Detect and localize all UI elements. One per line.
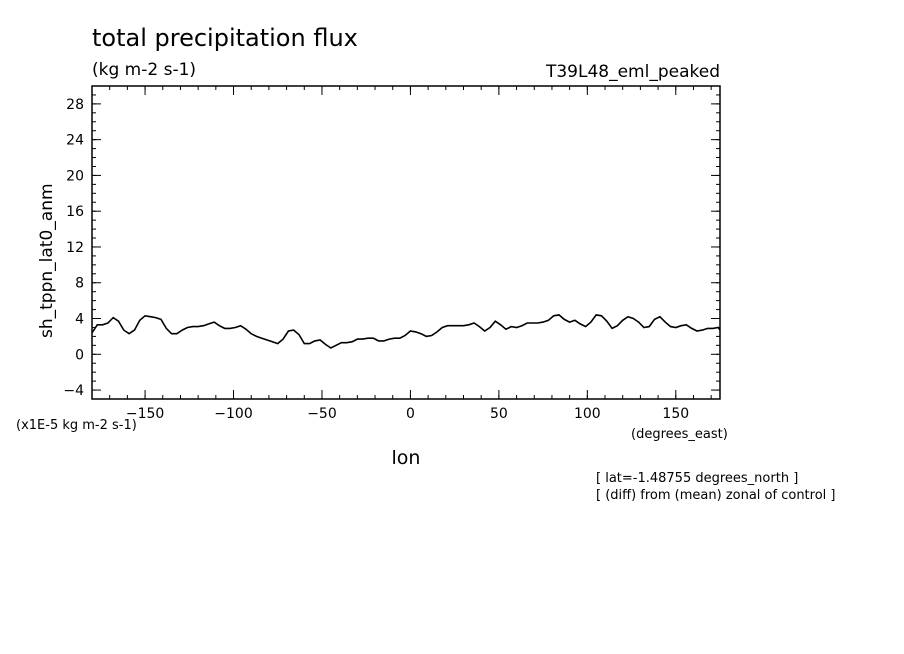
note-diff: [ (diff) from (mean) zonal of control ] [596, 488, 835, 503]
y-tick-labels: −4 0 4 8 12 16 20 24 28 [63, 97, 84, 399]
y-scale-label: (x1E-5 kg m-2 s-1) [16, 418, 137, 433]
run-label: T39L48_eml_peaked [545, 62, 720, 82]
series-line [91, 314, 721, 349]
note-latitude: [ lat=-1.48755 degrees_north ] [596, 471, 798, 486]
y-tick-label: 12 [66, 240, 84, 256]
x-tick-label: −100 [214, 406, 252, 422]
x-axis-label: lon [392, 447, 421, 469]
axis-ticks [92, 86, 720, 399]
chart-units: (kg m-2 s-1) [92, 60, 196, 80]
x-tick-labels: −150 −100 −50 0 50 100 150 [126, 406, 689, 422]
y-axis-label: sh_tppn_lat0_anm [37, 183, 57, 338]
y-tick-label: 0 [75, 347, 84, 363]
x-tick-label: 150 [662, 406, 689, 422]
y-tick-label: 24 [66, 133, 84, 149]
y-tick-label: 8 [75, 276, 84, 292]
y-tick-label: 20 [66, 168, 84, 184]
x-units-label: (degrees_east) [631, 427, 728, 442]
x-tick-label: 100 [574, 406, 601, 422]
plot-frame [91, 85, 721, 400]
y-tick-label: −4 [63, 383, 84, 399]
y-tick-label: 16 [66, 204, 84, 220]
x-tick-label: 50 [490, 406, 508, 422]
x-tick-label: 0 [406, 406, 415, 422]
y-tick-label: 4 [75, 312, 84, 328]
x-tick-label: −150 [126, 406, 164, 422]
y-tick-label: 28 [66, 97, 84, 113]
x-tick-label: −50 [307, 406, 337, 422]
chart-title: total precipitation flux [92, 24, 358, 52]
